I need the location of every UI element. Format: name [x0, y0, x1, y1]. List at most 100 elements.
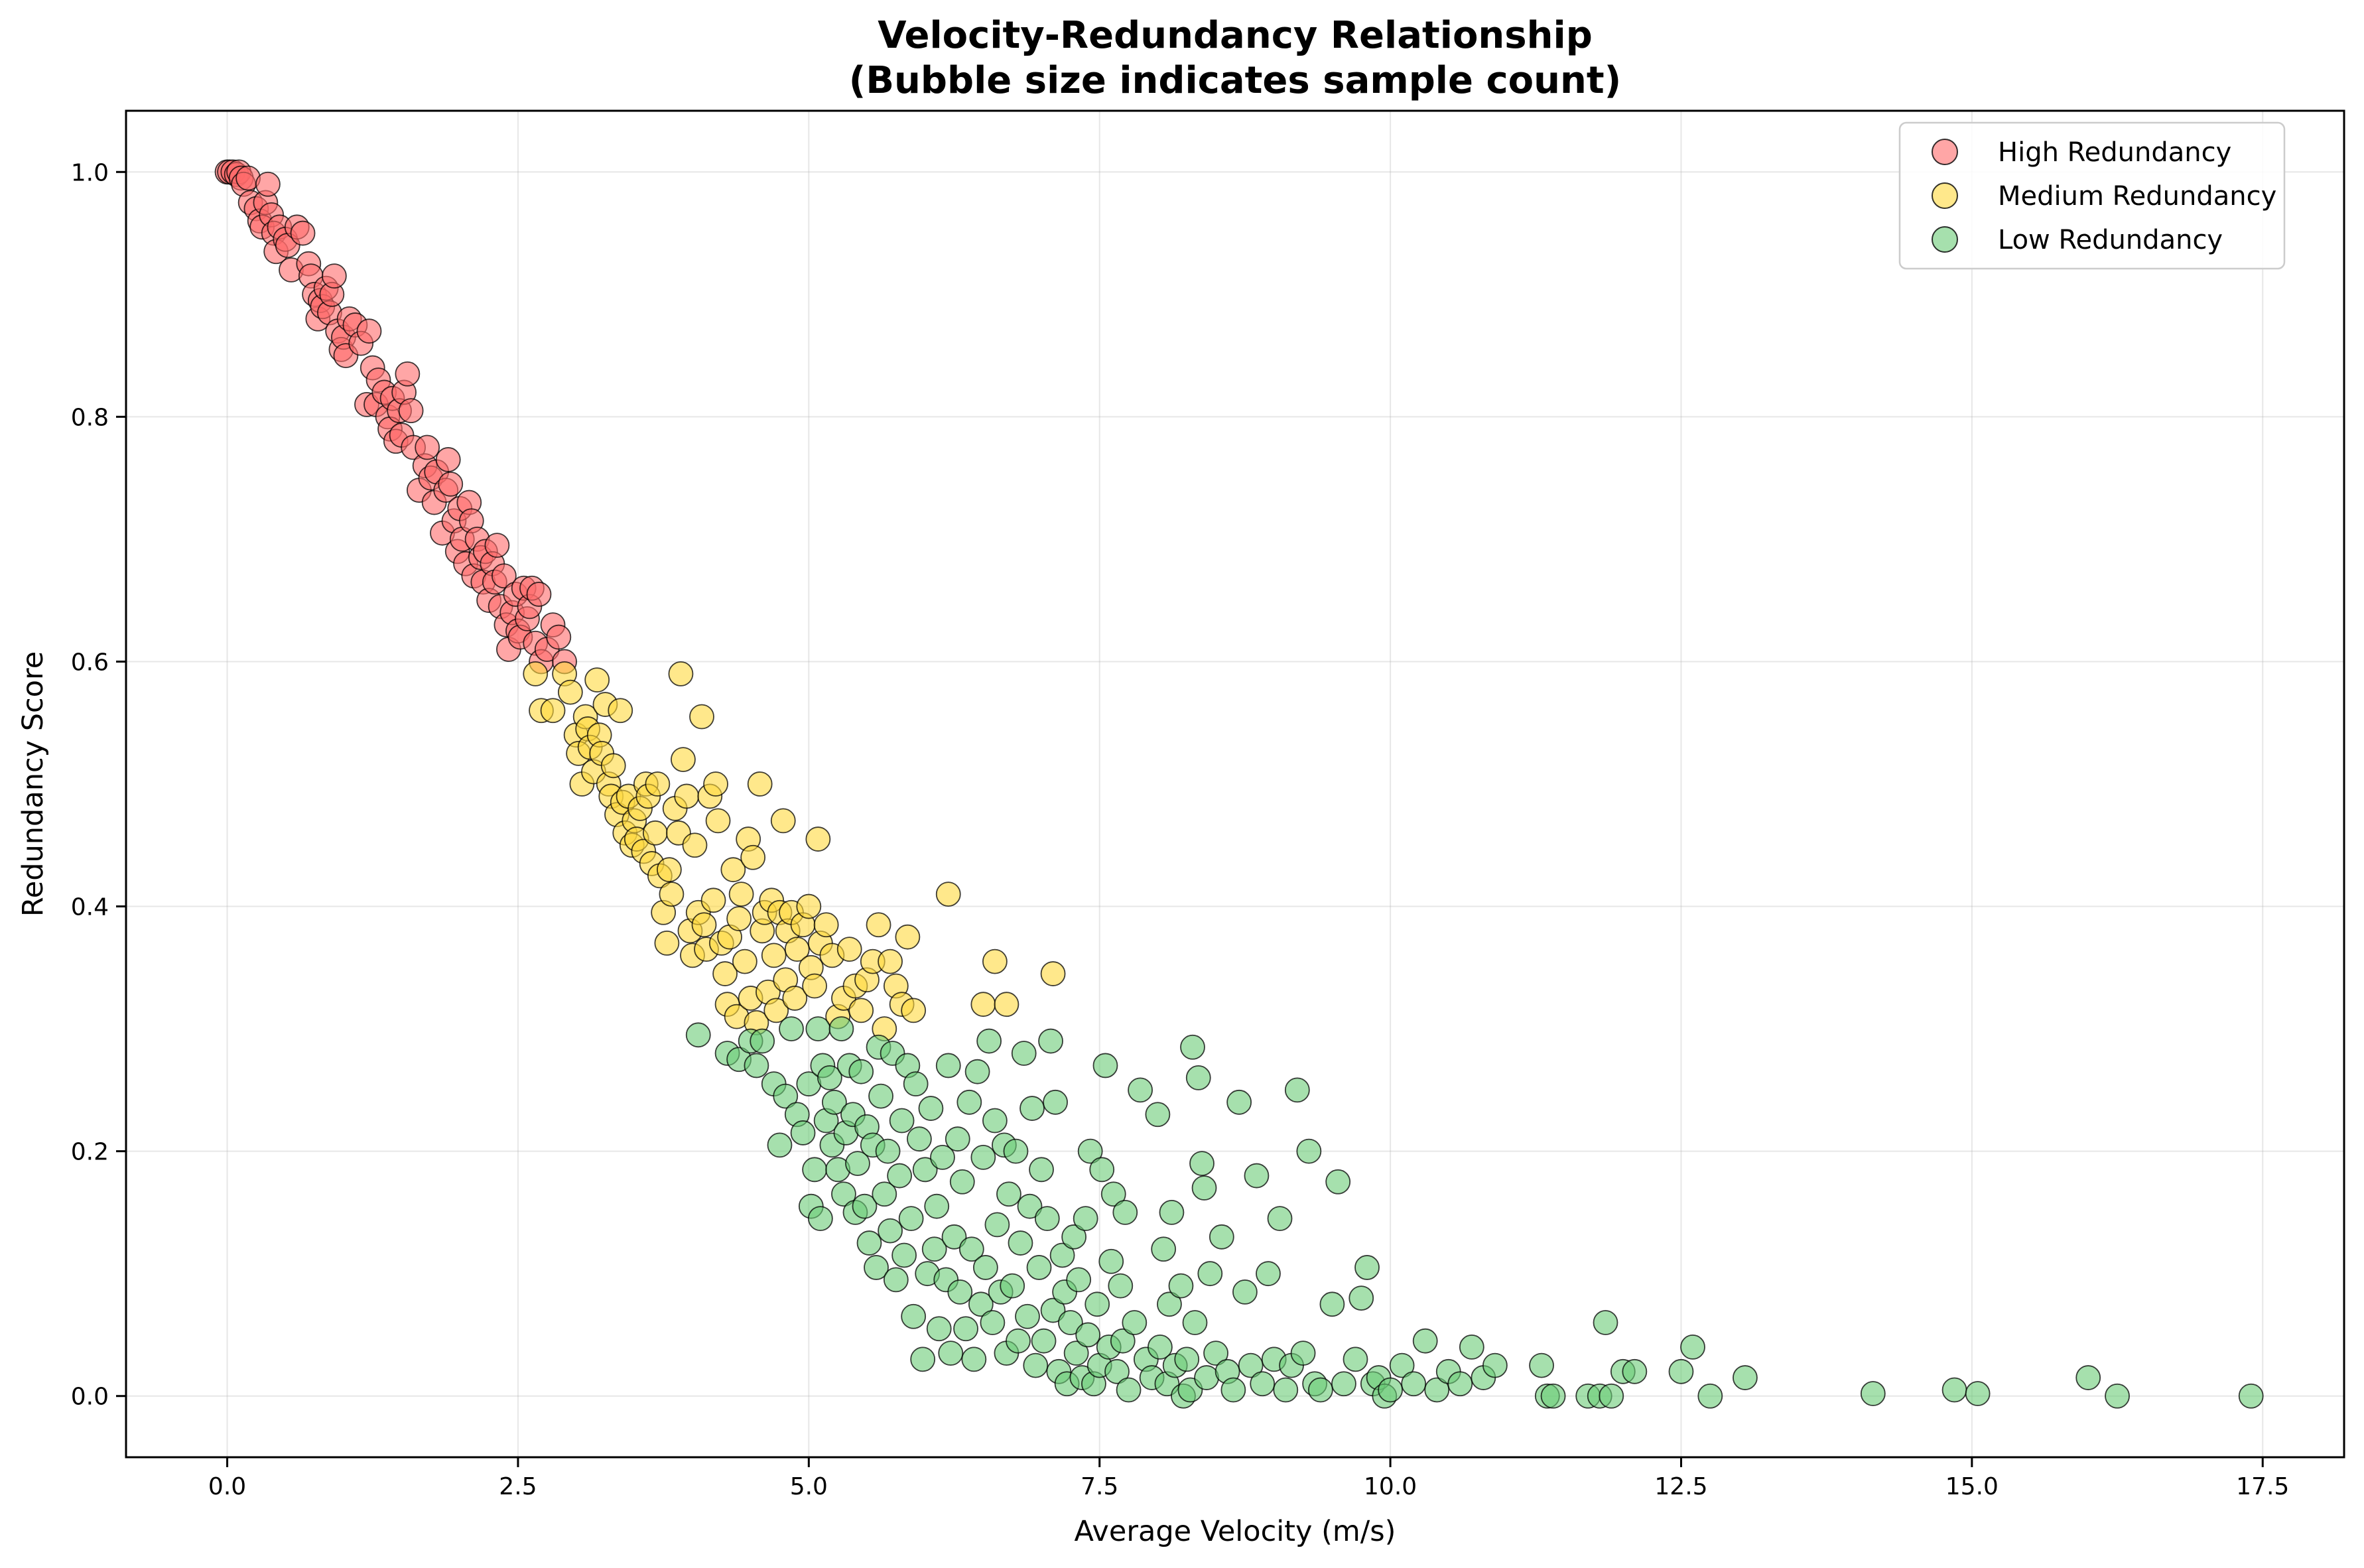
y-tick-label: 0.6	[71, 649, 109, 676]
data-point-low-redundancy	[1147, 1335, 1173, 1360]
data-point-low-redundancy	[744, 1053, 769, 1078]
data-point-low-redundancy	[864, 1255, 889, 1280]
data-point-low-redundancy	[1066, 1267, 1092, 1293]
data-point-medium-redundancy	[982, 948, 1008, 974]
data-point-low-redundancy	[970, 1144, 996, 1170]
data-point-low-redundancy	[1273, 1377, 1299, 1403]
data-point-low-redundancy	[1040, 1297, 1066, 1323]
data-point-medium-redundancy	[728, 882, 754, 907]
data-point-high-redundancy	[435, 447, 461, 472]
data-point-low-redundancy	[1244, 1163, 1270, 1189]
data-point-low-redundancy	[918, 1096, 944, 1121]
data-point-low-redundancy	[1110, 1328, 1136, 1354]
data-point-high-redundancy	[526, 582, 552, 607]
data-point-low-redundancy	[767, 1132, 793, 1158]
data-point-medium-redundancy	[600, 753, 626, 779]
data-point-low-redundancy	[685, 1022, 711, 1048]
data-point-low-redundancy	[817, 1065, 842, 1090]
data-point-high-redundancy	[438, 471, 464, 497]
data-point-low-redundancy	[773, 1083, 799, 1109]
data-point-medium-redundancy	[705, 808, 731, 834]
data-point-low-redundancy	[822, 1089, 847, 1115]
data-point-high-redundancy	[415, 434, 440, 460]
data-point-high-redundancy	[356, 318, 382, 344]
legend-label-low: Low Redundancy	[1998, 225, 2223, 255]
data-point-low-redundancy	[912, 1157, 938, 1183]
data-point-low-redundancy	[1122, 1310, 1148, 1335]
data-point-low-redundancy	[1540, 1383, 1566, 1409]
data-point-high-redundancy	[398, 398, 424, 424]
chart-subtitle: (Bubble size indicates sample count)	[849, 59, 1622, 102]
data-point-low-redundancy	[1191, 1175, 1217, 1201]
data-point-low-redundancy	[831, 1181, 856, 1207]
data-point-low-redundancy	[949, 1169, 975, 1195]
data-point-medium-redundancy	[813, 912, 839, 938]
data-point-low-redundancy	[1073, 1206, 1098, 1232]
data-point-low-redundancy	[1182, 1310, 1208, 1335]
x-tick-label: 15.0	[1945, 1473, 1999, 1500]
data-points	[214, 159, 2264, 1409]
data-point-low-redundancy	[1267, 1206, 1293, 1232]
data-point-low-redundancy	[961, 1346, 987, 1372]
data-point-medium-redundancy	[557, 679, 583, 705]
data-point-medium-redundancy	[584, 667, 610, 693]
y-tick-label: 0.4	[71, 894, 109, 921]
chart-title: Velocity-Redundancy Relationship	[878, 14, 1593, 57]
data-point-low-redundancy	[878, 1218, 903, 1244]
data-point-medium-redundancy	[740, 844, 766, 870]
data-point-low-redundancy	[1319, 1291, 1345, 1317]
data-point-low-redundancy	[1238, 1352, 1264, 1378]
data-point-low-redundancy	[1049, 1242, 1075, 1268]
data-point-low-redundancy	[907, 1126, 932, 1152]
data-point-low-redundancy	[996, 1181, 1021, 1207]
data-point-low-redundancy	[976, 1028, 1002, 1054]
y-axis-ticks: 0.0 0.2 0.4 0.6 0.8 1.0	[71, 159, 126, 1411]
data-point-low-redundancy	[1331, 1371, 1356, 1397]
data-point-low-redundancy	[1343, 1346, 1368, 1372]
data-point-low-redundancy	[921, 1236, 947, 1262]
data-point-medium-redundancy	[782, 986, 808, 1011]
data-point-low-redundancy	[1189, 1151, 1215, 1176]
data-point-low-redundancy	[1307, 1377, 1333, 1403]
data-point-high-redundancy	[492, 563, 517, 589]
legend-marker-low	[1932, 226, 1958, 253]
data-point-low-redundancy	[1104, 1358, 1130, 1384]
data-point-low-redundancy	[891, 1242, 917, 1268]
data-point-low-redundancy	[1157, 1291, 1182, 1317]
data-point-medium-redundancy	[700, 887, 726, 913]
data-point-low-redundancy	[1226, 1089, 1252, 1115]
data-point-low-redundancy	[1401, 1371, 1427, 1397]
data-point-medium-redundancy	[935, 882, 961, 907]
data-point-medium-redundancy	[1040, 961, 1066, 986]
data-point-medium-redundancy	[848, 998, 874, 1023]
data-point-low-redundancy	[1151, 1236, 1177, 1262]
data-point-low-redundancy	[930, 1144, 955, 1170]
data-point-low-redundancy	[1075, 1322, 1101, 1348]
legend-label-high: High Redundancy	[1998, 137, 2231, 168]
data-point-low-redundancy	[1017, 1193, 1043, 1219]
data-point-high-redundancy	[255, 171, 281, 197]
data-point-low-redundancy	[901, 1303, 927, 1329]
data-point-low-redundancy	[1029, 1157, 1054, 1183]
data-point-low-redundancy	[1031, 1328, 1057, 1354]
x-tick-label: 10.0	[1364, 1473, 1417, 1500]
data-point-low-redundancy	[1034, 1206, 1060, 1232]
data-point-low-redundancy	[1232, 1279, 1258, 1305]
data-point-medium-redundancy	[802, 973, 827, 999]
x-tick-label: 17.5	[2236, 1473, 2289, 1500]
data-point-low-redundancy	[972, 1255, 998, 1280]
y-axis-label: Redundancy Score	[17, 651, 50, 917]
data-point-low-redundancy	[1529, 1352, 1554, 1378]
data-point-low-redundancy	[947, 1279, 973, 1305]
data-point-low-redundancy	[828, 1016, 854, 1041]
data-point-low-redundancy	[1412, 1328, 1438, 1354]
x-axis-ticks: 0.0 2.5 5.0 7.5 10.0 12.5 15.0 17.5	[208, 1457, 2289, 1500]
data-point-medium-redundancy	[726, 906, 752, 931]
data-point-medium-redundancy	[720, 857, 746, 883]
data-point-medium-redundancy	[784, 937, 810, 962]
data-point-low-redundancy	[856, 1230, 882, 1256]
data-point-medium-redundancy	[763, 998, 789, 1023]
data-point-low-redundancy	[1209, 1224, 1234, 1250]
data-point-low-redundancy	[1061, 1224, 1087, 1250]
data-point-medium-redundancy	[878, 948, 903, 974]
